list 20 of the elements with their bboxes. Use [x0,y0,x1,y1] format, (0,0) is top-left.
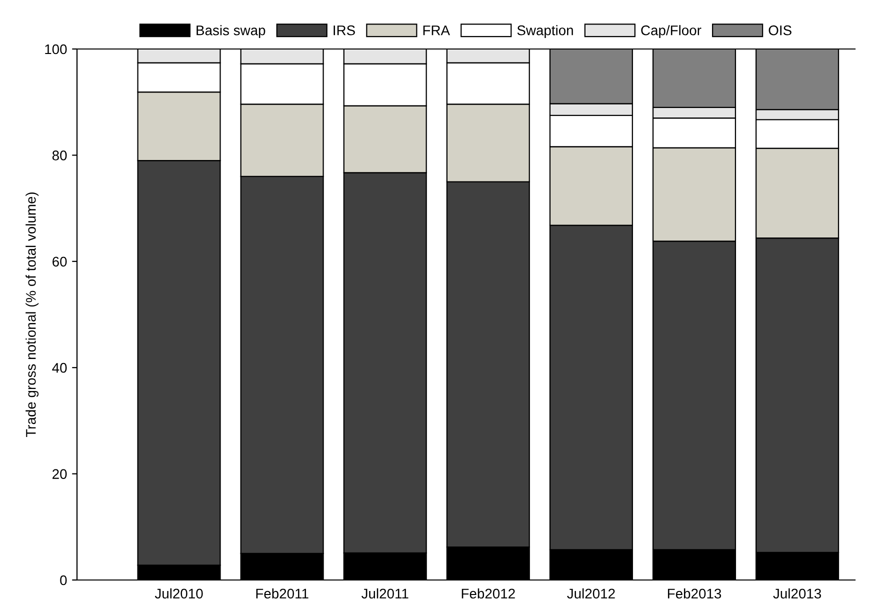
x-tick-label: Feb2013 [668,588,722,599]
legend-label: Swaption [517,25,573,38]
legend-label: IRS [334,25,355,36]
x-tick-label: Jul2012 [567,588,615,599]
y-tick-label: 40 [52,362,67,373]
y-tick-label: 80 [52,150,67,160]
y-tick-label: 60 [52,256,67,267]
legend-label: Cap/Floor [641,25,702,38]
y-tick-label: 100 [45,44,67,54]
x-tick-label: Jul2010 [154,588,203,599]
x-tick-label: Feb2011 [256,588,308,599]
y-axis-title: Trade gross notional (% of total volume) [26,192,39,438]
x-tick-label: Jul2011 [362,588,408,599]
x-tick-label: Feb2012 [462,588,515,599]
y-tick-label: 0 [60,575,67,586]
legend-label: Basis swap [196,25,266,38]
legend-label: FRA [423,26,450,36]
legend-label: OIS [768,25,792,36]
x-tick-label: Jul2013 [773,588,822,599]
y-tick-label: 20 [52,469,67,479]
